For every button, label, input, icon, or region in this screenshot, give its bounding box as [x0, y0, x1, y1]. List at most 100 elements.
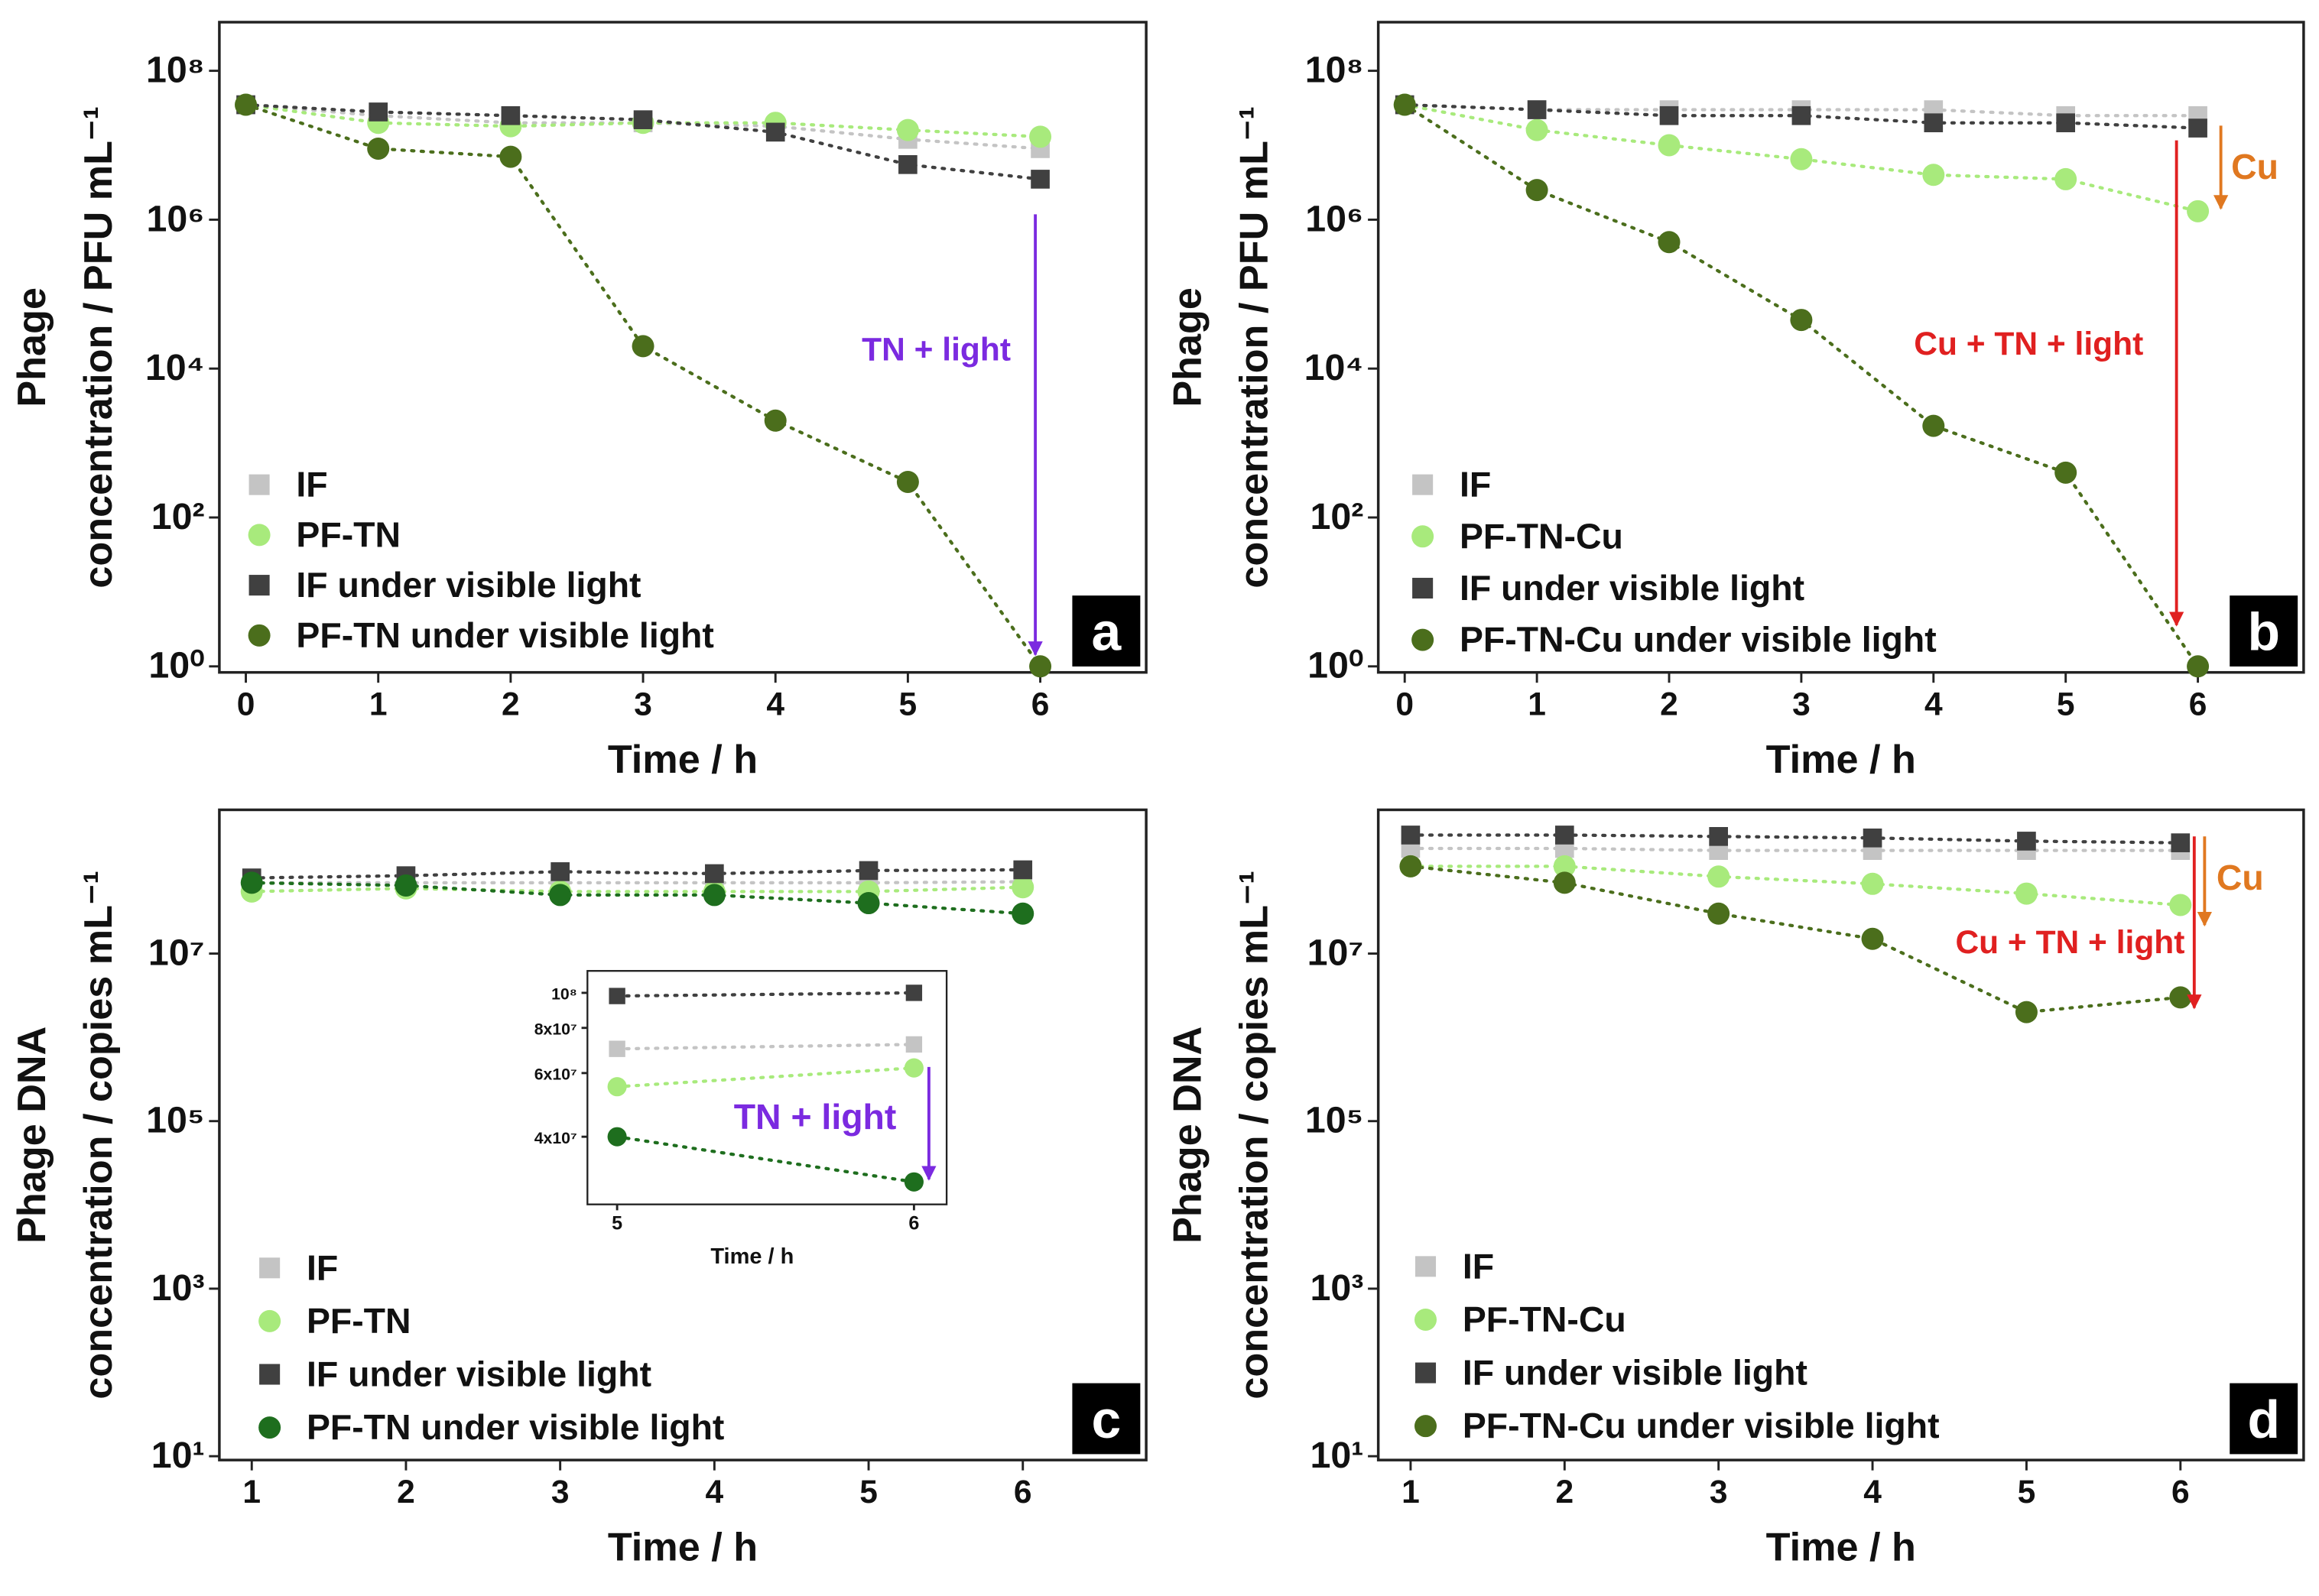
legend-label: IF under visible light — [1463, 1353, 1807, 1393]
panel-label: c — [1092, 1390, 1122, 1449]
legend-marker — [248, 575, 270, 596]
x-tick-label: 0 — [1395, 686, 1414, 723]
series-line — [1408, 833, 2182, 845]
point — [1399, 855, 1422, 877]
y-tick-label: 10⁸ — [146, 50, 205, 91]
legend-marker — [248, 624, 271, 647]
point — [1029, 655, 1052, 678]
point — [395, 874, 417, 897]
legend-marker — [1414, 1308, 1437, 1331]
y-tick-label: 10⁸ — [551, 985, 577, 1004]
legend-label: PF-TN — [296, 514, 401, 554]
x-tick-label: 1 — [1401, 1474, 1420, 1510]
point — [235, 93, 258, 116]
x-tick-label: 1 — [242, 1474, 261, 1510]
y-axis-label: concentration / copies mL⁻¹ — [1233, 871, 1277, 1400]
point — [703, 884, 726, 907]
annotation: TN + light — [862, 332, 1011, 368]
point — [1861, 927, 1884, 950]
panel-label: b — [2247, 602, 2280, 662]
legend-label: IF under visible light — [296, 565, 641, 605]
point — [240, 871, 263, 894]
legend-marker — [259, 1364, 281, 1385]
x-tick-label: 5 — [2057, 686, 2075, 723]
x-tick-label: 1 — [369, 686, 388, 723]
legend-marker — [1412, 474, 1434, 495]
point — [499, 145, 522, 168]
x-axis-label: Time / h — [608, 1526, 758, 1570]
legend-marker — [1414, 1415, 1437, 1438]
y-tick-label: 10⁴ — [1304, 347, 1364, 388]
panel: 1 2 3 4 5 6 10¹ 10³ 10⁵ 10⁷ Time / h Phage DNA conce… — [1166, 808, 2305, 1570]
point — [1658, 231, 1681, 254]
legend-label: IF under visible light — [1460, 568, 1804, 608]
point — [2169, 986, 2192, 1009]
x-tick-label: 4 — [766, 686, 784, 723]
y-tick-label: 10⁴ — [145, 347, 205, 388]
legend-marker — [258, 1416, 281, 1439]
point — [2169, 894, 2192, 916]
legend-label: PF-TN-Cu — [1463, 1299, 1626, 1339]
legend-label: PF-TN — [307, 1301, 411, 1341]
legend-label: PF-TN-Cu — [1460, 516, 1623, 556]
series-line — [250, 885, 1025, 894]
point — [1790, 148, 1813, 170]
y-axis-label: concentration / copies mL⁻¹ — [76, 871, 121, 1400]
y-tick-label: 10⁰ — [148, 645, 204, 686]
legend-label: IF — [296, 465, 327, 504]
point — [1659, 105, 1679, 125]
y-tick-label: 8x10⁷ — [534, 1020, 577, 1039]
x-tick-label: 6 — [1014, 1474, 1032, 1510]
point — [1553, 871, 1576, 894]
legend-marker — [248, 474, 270, 495]
legend-label: PF-TN-Cu under visible light — [1463, 1406, 1940, 1445]
series-line — [615, 991, 916, 998]
point — [857, 892, 880, 915]
x-tick-label: 4 — [1863, 1474, 1882, 1510]
x-axis-label: Time / h — [1766, 738, 1916, 782]
y-tick-label: 10³ — [151, 1267, 205, 1309]
series-line — [250, 880, 1025, 885]
y-tick-label: 6x10⁷ — [534, 1066, 577, 1084]
y-axis-label: Phage DNA — [1166, 1027, 1210, 1244]
x-tick-label: 1 — [1528, 686, 1546, 723]
annotation: Cu — [2217, 858, 2264, 897]
point — [905, 985, 923, 1001]
series-line — [250, 868, 1025, 880]
point — [898, 154, 918, 174]
y-axis-label: Phage — [1166, 287, 1210, 407]
point — [1029, 125, 1052, 148]
y-tick-label: 10⁶ — [147, 198, 205, 239]
point — [2187, 200, 2210, 222]
point — [1393, 93, 1416, 116]
x-tick-label: 5 — [859, 1474, 878, 1510]
point — [1924, 113, 1944, 133]
x-tick-label: 5 — [2018, 1474, 2036, 1510]
point — [2187, 655, 2210, 678]
x-tick-label: 6 — [908, 1213, 919, 1234]
series-line — [615, 1043, 916, 1051]
legend-label: IF — [1463, 1246, 1494, 1286]
legend-label: PF-TN under visible light — [296, 615, 713, 655]
x-tick-label: 2 — [502, 686, 520, 723]
x-axis-label: Time / h — [608, 738, 758, 782]
y-tick-label: 10⁵ — [146, 1100, 204, 1141]
x-tick-label: 2 — [1660, 686, 1678, 723]
x-tick-label: 2 — [397, 1474, 415, 1510]
point — [2054, 167, 2077, 190]
point — [2188, 118, 2207, 138]
y-tick-label: 10⁷ — [1307, 932, 1364, 973]
point — [607, 1077, 627, 1097]
legend-marker — [1411, 525, 1434, 548]
point — [1553, 855, 1576, 877]
y-tick-label: 10⁰ — [1307, 645, 1363, 686]
point — [609, 988, 625, 1004]
y-axis-label: concentration / PFU mL⁻¹ — [1233, 106, 1277, 589]
x-tick-label: 6 — [1031, 686, 1050, 723]
legend-label: IF — [1460, 465, 1491, 504]
x-tick-label: 4 — [706, 1474, 724, 1510]
point — [1012, 876, 1034, 899]
point — [904, 1172, 924, 1192]
point — [1401, 826, 1421, 845]
